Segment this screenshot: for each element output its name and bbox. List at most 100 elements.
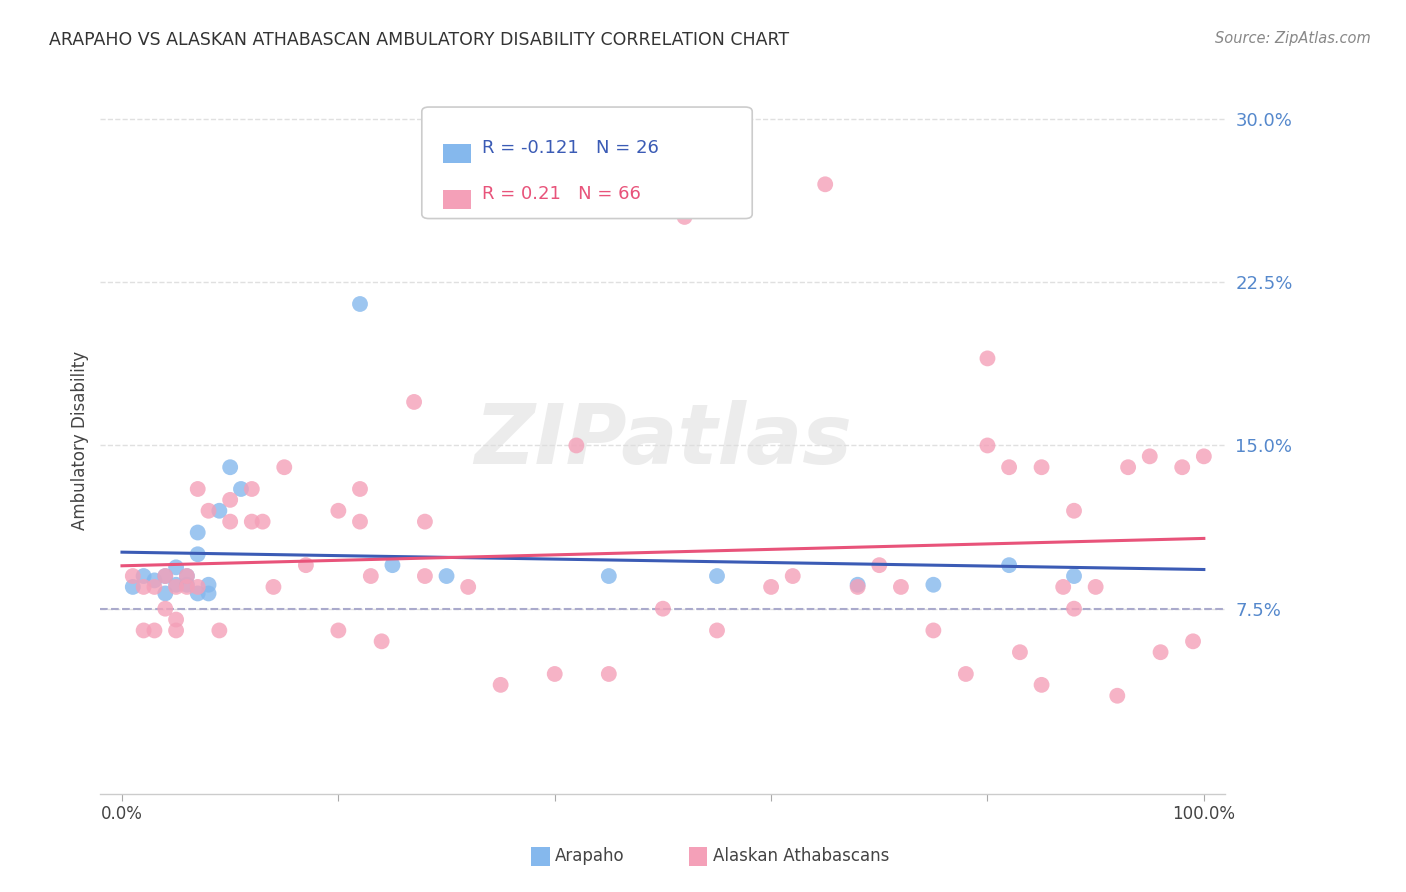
Point: [1063, 569, 1085, 583]
Point: [1107, 689, 1129, 703]
Point: [360, 569, 382, 583]
Text: Source: ZipAtlas.com: Source: ZipAtlas.com: [1215, 31, 1371, 46]
Point: [1149, 645, 1171, 659]
Point: [219, 460, 242, 475]
Point: [782, 569, 804, 583]
Point: [155, 569, 177, 583]
Point: [165, 560, 187, 574]
Point: [381, 558, 404, 573]
Point: [370, 634, 392, 648]
Point: [404, 395, 426, 409]
Point: [197, 504, 219, 518]
Point: [706, 624, 728, 638]
Point: [1031, 460, 1053, 475]
Point: [598, 569, 620, 583]
Point: [273, 460, 295, 475]
Point: [846, 578, 869, 592]
Text: ARAPAHO VS ALASKAN ATHABASCAN AMBULATORY DISABILITY CORRELATION CHART: ARAPAHO VS ALASKAN ATHABASCAN AMBULATORY…: [49, 31, 789, 49]
Point: [187, 547, 209, 561]
Point: [165, 624, 187, 638]
Point: [143, 624, 166, 638]
Point: [155, 569, 177, 583]
Point: [187, 525, 209, 540]
Point: [219, 515, 242, 529]
Point: [155, 586, 177, 600]
Point: [922, 578, 945, 592]
Point: [229, 482, 252, 496]
Point: [922, 624, 945, 638]
Point: [187, 482, 209, 496]
Point: [132, 580, 155, 594]
Point: [295, 558, 318, 573]
Point: [155, 601, 177, 615]
Point: [349, 297, 371, 311]
Point: [240, 482, 263, 496]
Point: [349, 482, 371, 496]
Point: [121, 580, 143, 594]
Point: [1031, 678, 1053, 692]
Point: [143, 580, 166, 594]
Point: [706, 569, 728, 583]
Text: Arapaho: Arapaho: [555, 847, 626, 865]
Point: [219, 492, 242, 507]
Point: [252, 515, 274, 529]
Point: [165, 578, 187, 592]
Point: [328, 504, 350, 518]
Text: R = 0.21   N = 66: R = 0.21 N = 66: [482, 186, 641, 203]
Point: [208, 624, 231, 638]
Point: [1052, 580, 1074, 594]
Point: [143, 574, 166, 588]
Point: [208, 504, 231, 518]
Point: [176, 578, 198, 592]
Point: [349, 515, 371, 529]
Point: [976, 438, 998, 452]
Point: [890, 580, 912, 594]
Point: [1084, 580, 1107, 594]
Point: [598, 667, 620, 681]
Point: [544, 667, 567, 681]
Point: [262, 580, 284, 594]
Point: [998, 558, 1021, 573]
Point: [176, 569, 198, 583]
Point: [132, 569, 155, 583]
Point: [1139, 450, 1161, 464]
Point: [457, 580, 479, 594]
Point: [846, 580, 869, 594]
Point: [1192, 450, 1215, 464]
Point: [1063, 504, 1085, 518]
Point: [673, 210, 696, 224]
Point: [197, 578, 219, 592]
Point: [976, 351, 998, 366]
Point: [651, 601, 673, 615]
Point: [489, 678, 512, 692]
Point: [1008, 645, 1031, 659]
Point: [436, 569, 458, 583]
Point: [413, 515, 436, 529]
Point: [759, 580, 782, 594]
Point: [165, 613, 187, 627]
Point: [1171, 460, 1194, 475]
Point: [328, 624, 350, 638]
Point: [176, 580, 198, 594]
Point: [187, 586, 209, 600]
Point: [240, 515, 263, 529]
Point: [814, 178, 837, 192]
Point: [868, 558, 890, 573]
Text: ZIPatlas: ZIPatlas: [474, 400, 852, 481]
Point: [1116, 460, 1139, 475]
Point: [1063, 601, 1085, 615]
Point: [565, 438, 588, 452]
Point: [998, 460, 1021, 475]
Point: [197, 586, 219, 600]
Point: [132, 624, 155, 638]
Y-axis label: Ambulatory Disability: Ambulatory Disability: [72, 351, 89, 530]
Point: [955, 667, 977, 681]
Text: Alaskan Athabascans: Alaskan Athabascans: [713, 847, 889, 865]
Point: [413, 569, 436, 583]
Text: R = -0.121   N = 26: R = -0.121 N = 26: [482, 139, 659, 157]
Point: [165, 580, 187, 594]
Point: [187, 580, 209, 594]
Point: [121, 569, 143, 583]
Point: [1182, 634, 1205, 648]
Point: [176, 569, 198, 583]
